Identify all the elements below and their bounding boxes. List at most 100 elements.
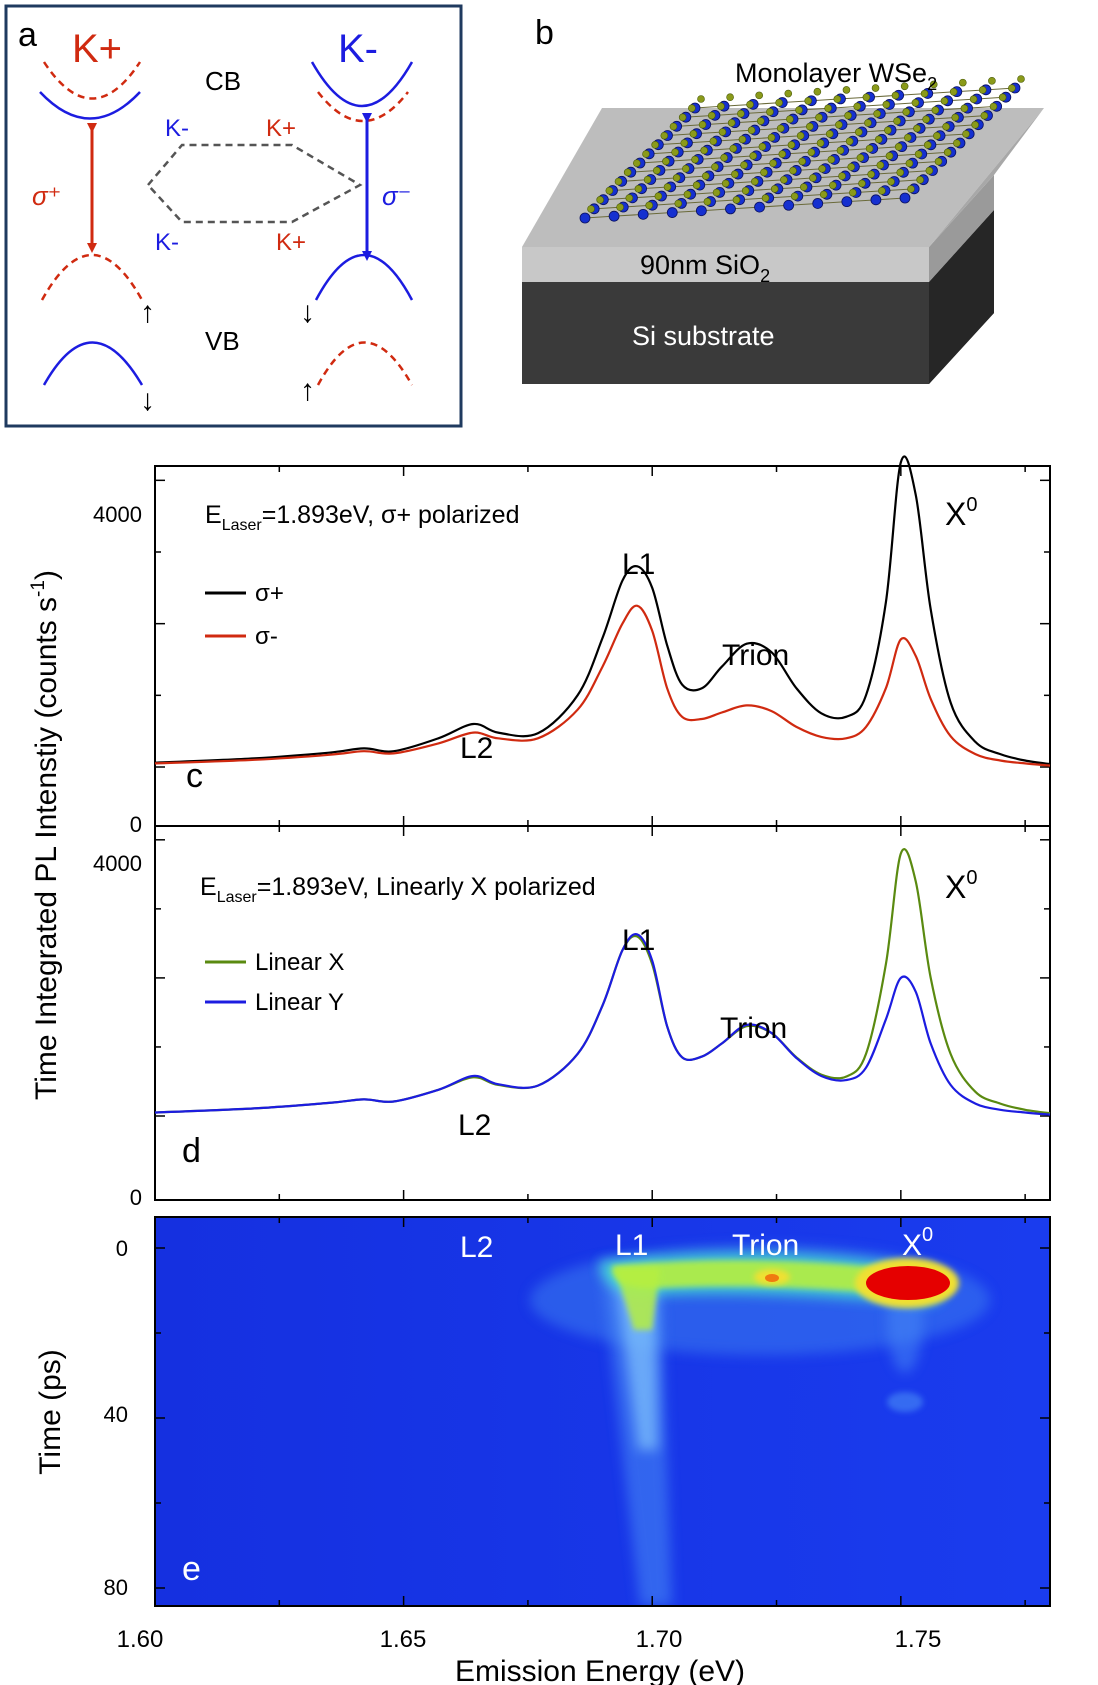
selenium-atom	[729, 144, 738, 153]
selenium-atom	[907, 185, 915, 193]
panel-e-ytick-80: 80	[104, 1575, 128, 1600]
panel-a: a K+ K- CB VB σ⁺ ↑ ↓ σ⁻ ↓ ↑ K- K+ K- K+	[4, 4, 463, 428]
panel-e-ytick-40: 40	[104, 1402, 128, 1427]
selenium-atom	[633, 159, 641, 167]
panel-d-ticks	[154, 826, 1050, 1200]
selenium-atom	[634, 185, 643, 193]
selenium-atom	[737, 109, 745, 118]
selenium-atom	[625, 194, 634, 202]
panel-d-axes-frame	[154, 825, 1051, 1201]
selenium-atom	[864, 119, 872, 127]
selenium-atom	[971, 121, 979, 129]
selenium-atom	[1008, 84, 1016, 92]
selenium-atom	[925, 166, 934, 175]
xtick-1-65: 1.65	[380, 1626, 427, 1653]
panel-e-ytick-0: 0	[116, 1236, 128, 1261]
selenium-atom	[674, 199, 683, 208]
sio2-layer-front	[522, 247, 929, 282]
panel-e-ticks	[154, 1217, 1050, 1606]
selenium-atom	[605, 186, 614, 195]
heatmap-trion-core	[765, 1274, 779, 1282]
selenium-atom	[865, 144, 874, 153]
heatmap-image	[155, 1217, 1050, 1606]
selenium-atom	[978, 86, 987, 94]
k-minus-label: K-	[338, 27, 378, 71]
selenium-atom	[940, 97, 949, 105]
tungsten-atom	[666, 207, 678, 218]
selenium-atom	[1017, 75, 1025, 83]
selenium-atom	[596, 196, 604, 204]
kplus-cb-spin-up-band	[39, 91, 141, 120]
selenium-atom	[741, 186, 750, 195]
selenium-atom	[683, 190, 692, 199]
heatmap-x0-core	[866, 1266, 950, 1300]
panel-a-letter: a	[18, 16, 37, 54]
spin-down-arrow-icon: ↓	[140, 384, 155, 417]
hex-k-plus-top-label: K+	[266, 115, 296, 142]
selenium-atom	[923, 141, 932, 149]
selenium-atom	[953, 139, 961, 147]
selenium-atom	[760, 168, 768, 177]
panel-d-ytick-4000: 4000	[93, 851, 142, 876]
y-axis-label-time: Time (ps)	[34, 1349, 67, 1475]
selenium-atom	[894, 143, 903, 151]
selenium-atom	[691, 155, 699, 164]
selenium-atom	[796, 131, 805, 140]
selenium-atom	[914, 150, 923, 158]
substrate-label: Si substrate	[632, 321, 775, 351]
panel-d-ytick-0: 0	[130, 1185, 142, 1210]
selenium-atom	[709, 137, 718, 145]
selenium-atom	[902, 108, 911, 116]
selenium-atom	[767, 133, 776, 142]
selenium-atom	[874, 135, 883, 144]
selenium-atom	[672, 174, 681, 182]
selenium-atom	[885, 152, 894, 160]
peak-label-x0: X0	[945, 867, 977, 905]
legend-sigma-plus-label: σ+	[255, 580, 284, 607]
hex-k-plus-bottom-label: K+	[276, 229, 306, 256]
selenium-atom	[727, 119, 736, 127]
selenium-atom	[587, 205, 595, 213]
tungsten-atom	[812, 198, 824, 209]
selenium-atom	[922, 115, 930, 124]
selenium-atom	[746, 100, 754, 109]
monolayer-label: Monolayer WSe2	[735, 58, 937, 94]
peak-label-trion: Trion	[720, 1012, 787, 1045]
selenium-atom	[900, 82, 909, 91]
selenium-atom	[920, 89, 929, 98]
selenium-atom	[998, 93, 1007, 102]
series-sigma-plus-line	[154, 455, 1051, 766]
peak-label-l2: L2	[458, 1109, 491, 1142]
tungsten-atom	[608, 210, 620, 222]
selenium-atom	[959, 78, 967, 87]
selenium-atom	[755, 91, 763, 100]
selenium-atom	[855, 128, 863, 136]
selenium-atom	[669, 122, 678, 131]
selenium-atom	[784, 89, 793, 98]
selenium-atom	[616, 203, 624, 211]
peak-label-l1: L1	[622, 924, 655, 957]
selenium-atom	[849, 188, 857, 197]
selenium-atom	[847, 163, 856, 171]
selenium-atom	[732, 196, 741, 204]
selenium-atom	[643, 175, 652, 184]
panel-d-plot: 4000 0 ELaser=1.893eV, Linearly X polari…	[93, 825, 1051, 1210]
selenium-atom	[780, 175, 788, 184]
tungsten-atom	[783, 199, 795, 211]
selenium-atom	[862, 93, 871, 102]
cb-label: CB	[205, 66, 241, 96]
selenium-atom	[787, 141, 796, 149]
panel-e-heatmap: 0 40 80 L2 L1 Trion X0 e 1.60 1.65 1.70 …	[34, 1216, 1051, 1685]
legend-linear-x-label: Linear X	[255, 949, 344, 976]
panel-c-letter: c	[186, 757, 203, 795]
selenium-atom	[853, 102, 862, 111]
series-linear-y-line	[154, 933, 1051, 1116]
selenium-atom	[766, 108, 774, 116]
tungsten-atom	[841, 196, 853, 208]
peak-label-l1: L1	[622, 548, 655, 581]
selenium-atom	[858, 179, 866, 188]
selenium-atom	[969, 95, 978, 103]
selenium-atom	[660, 131, 669, 140]
selenium-atom	[712, 188, 721, 197]
selenium-atom	[871, 84, 880, 92]
